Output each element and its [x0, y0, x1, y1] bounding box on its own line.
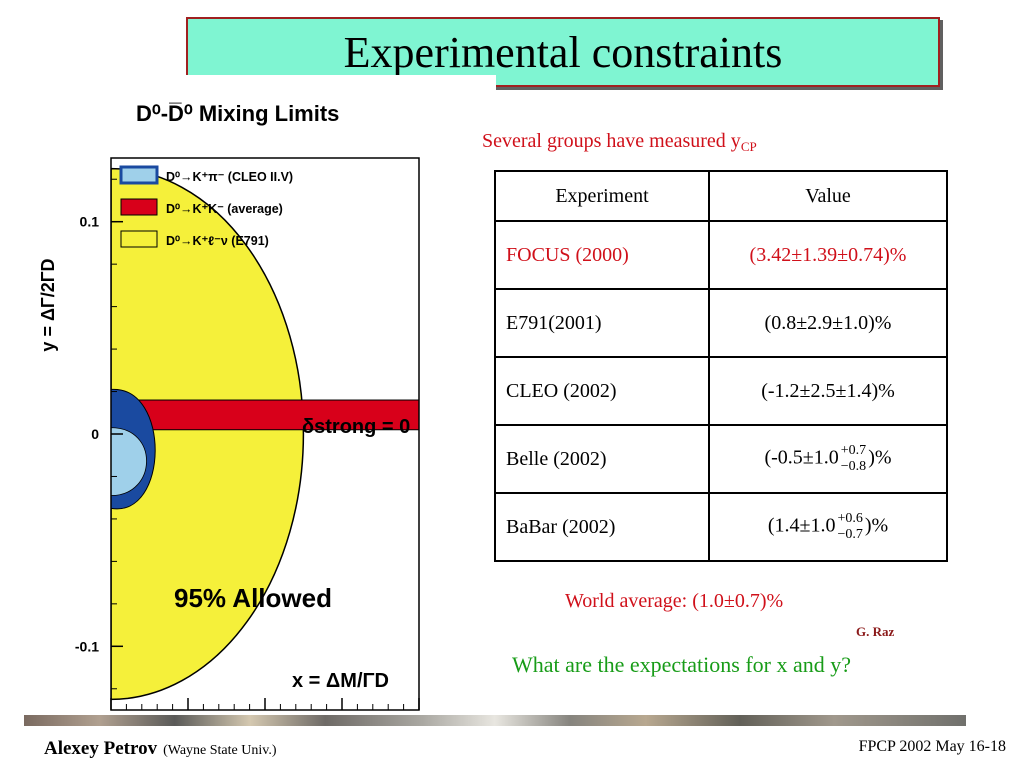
error-plus: +0.6 [837, 511, 863, 526]
y-tick-label: -0.1 [75, 638, 99, 654]
legend-swatch [120, 198, 158, 216]
intro-main: Several groups have measured y [482, 130, 741, 152]
region-e791 [111, 167, 305, 701]
legend-swatch [119, 165, 159, 185]
cell-experiment: CLEO (2002) [494, 356, 710, 426]
value-central: (1.4±1.0 [767, 514, 836, 537]
value-close: )% [864, 514, 889, 537]
cell-value: (-1.2±2.5±1.4)% [708, 356, 948, 426]
cell-experiment: FOCUS (2000) [494, 220, 710, 290]
table-row: FOCUS (2000) (3.42±1.39±0.74)% [494, 220, 948, 290]
credit-label: G. Raz [856, 624, 895, 639]
intro-text: Several groups have measured yCP [482, 130, 757, 155]
mixing-limits-chart: D⁰-D̅⁰ Mixing Limits 00.050.10.150.20.10… [24, 75, 496, 715]
cell-value: (0.8±2.9±1.0)% [708, 288, 948, 358]
error-minus: −0.8 [840, 459, 867, 474]
legend-label: D⁰→K⁺π⁻ (CLEO II.V) [166, 170, 293, 184]
mixing-limits-svg: D⁰-D̅⁰ Mixing Limits 00.050.10.150.20.10… [38, 101, 420, 711]
table-row: Belle (2002) (-0.5±1.0 +0.7 −0.8)% [494, 424, 948, 494]
error-minus: −0.7 [837, 527, 863, 542]
cell-experiment: Belle (2002) [494, 424, 710, 494]
slide-title: Experimental constraints [343, 27, 783, 77]
table-row: BaBar (2002) (1.4±1.0 +0.6 −0.7)% [494, 492, 948, 562]
asymmetric-error: +0.6 −0.7 [837, 511, 862, 543]
footer-conference: FPCP 2002 May 16-18 [858, 738, 1006, 755]
intro-subscript: CP [740, 139, 757, 154]
table-row: CLEO (2002) (-1.2±2.5±1.4)% [494, 356, 948, 426]
legend-swatch [120, 230, 158, 248]
cell-value: (-0.5±1.0 +0.7 −0.8)% [708, 424, 948, 494]
x-axis-label: x = ΔM/ΓD [292, 670, 389, 692]
asymmetric-error: +0.7 −0.8 [841, 443, 866, 475]
y-axis-label: y = ΔΓ/2ΓD [38, 258, 58, 351]
chart-title: D⁰-D̅⁰ Mixing Limits [136, 101, 339, 126]
cell-experiment: BaBar (2002) [494, 492, 710, 562]
footer-author: Alexey Petrov (Wayne State Univ.) [44, 738, 277, 760]
legend-label: D⁰→K⁺K⁻ (average) [166, 202, 283, 216]
question-text: What are the expectations for x and y? [512, 652, 852, 677]
header-value: Value [708, 170, 948, 222]
cell-value: (1.4±1.0 +0.6 −0.7)% [708, 492, 948, 562]
results-table: Experiment Value FOCUS (2000) (3.42±1.39… [494, 170, 948, 562]
y-tick-label: 0.1 [80, 214, 100, 230]
error-plus: +0.7 [840, 443, 867, 458]
annotation-allowed: 95% Allowed [174, 583, 332, 613]
cell-value: (3.42±1.39±0.74)% [708, 220, 948, 290]
legend-label: D⁰→K⁺ℓ⁻ν (E791) [166, 234, 269, 248]
author-affiliation: (Wayne State Univ.) [163, 743, 277, 758]
footer-stripe [24, 715, 966, 726]
annotation-delta-strong: δstrong = 0 [302, 416, 410, 438]
value-central: (-0.5±1.0 [764, 446, 839, 469]
author-name: Alexey Petrov [44, 738, 158, 759]
world-average: World average: (1.0±0.7)% [565, 590, 784, 612]
region-average [111, 399, 419, 431]
value-close: )% [868, 446, 892, 469]
region-cleo-inner [111, 427, 147, 496]
table-row: E791(2001) (0.8±2.9±1.0)% [494, 288, 948, 358]
cell-experiment: E791(2001) [494, 288, 710, 358]
header-experiment: Experiment [494, 170, 710, 222]
table-header-row: Experiment Value [494, 170, 948, 222]
y-tick-label: 0 [91, 426, 99, 442]
